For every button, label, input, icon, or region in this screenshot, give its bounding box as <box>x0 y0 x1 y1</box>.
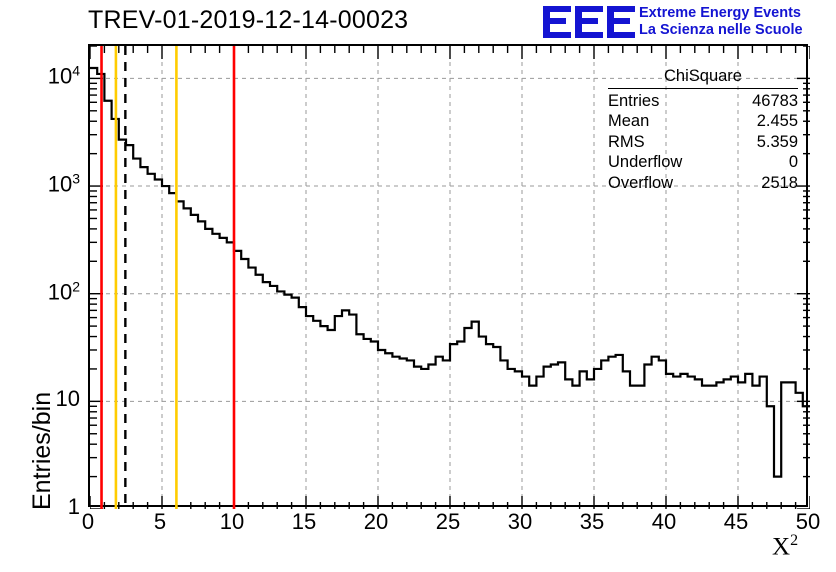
eee-logo-line1: Extreme Energy Events <box>639 5 801 21</box>
stats-row-value: 2518 <box>761 173 798 192</box>
eee-logo: Extreme Energy Events La Scienza nelle S… <box>543 4 833 42</box>
stats-row: Overflow 2518 <box>608 173 798 194</box>
x-axis-tick-label: 5 <box>153 509 167 534</box>
y-axis-tick-label: 1 <box>67 494 80 519</box>
x-axis-tick-label: 50 <box>795 509 821 534</box>
eee-logo-mark <box>543 6 635 38</box>
stats-row: Mean 2.455 <box>608 111 798 132</box>
x-axis-tick-label: 30 <box>507 509 533 534</box>
x-axis-tick-label: 10 <box>219 509 245 534</box>
stats-row: Underflow 0 <box>608 152 798 173</box>
stats-row-label: Underflow <box>608 153 683 171</box>
y-axis-tick-label: 103 <box>47 170 80 197</box>
x-axis-tick-label: 45 <box>723 509 749 534</box>
stats-row-value: 0 <box>788 153 798 171</box>
stats-row-label: Entries <box>608 91 660 110</box>
stats-row: Entries 46783 <box>608 91 798 112</box>
stats-rows: Entries 46783 Mean 2.455 RMS 5.359 Underflow 0 O… <box>608 91 798 194</box>
x-axis-tick-label: 35 <box>579 509 605 534</box>
x-axis-tick-label: 20 <box>363 509 389 534</box>
stats-row: RMS 5.359 <box>608 132 798 153</box>
y-axis-tick-label: 102 <box>47 278 80 305</box>
eee-logo-line2: La Scienza nelle Scuole <box>639 22 803 38</box>
stats-row-label: RMS <box>608 132 645 151</box>
stats-row-value: 5.359 <box>756 132 798 151</box>
x-axis-tick-label: 40 <box>651 509 677 534</box>
stats-header: ChiSquare <box>608 66 798 89</box>
stats-row-value: 46783 <box>752 91 798 110</box>
stats-box: ChiSquare Entries 46783 Mean 2.455 RMS 5.359 U… <box>608 66 798 193</box>
plot-frame <box>88 44 810 509</box>
x-axis-tick-label: 0 <box>81 509 95 534</box>
stats-row-value: 2.455 <box>756 112 798 130</box>
y-axis-tick-label: 104 <box>47 62 80 90</box>
stats-row-label: Overflow <box>608 173 674 192</box>
histogram-outline <box>90 66 810 478</box>
eee-logo-text: Extreme Energy Events La Scienza nelle S… <box>639 5 803 39</box>
x-axis-tick-label: 25 <box>435 509 461 534</box>
page-title: TREV-01-2019-12-14-00023 <box>88 6 409 34</box>
stats-row-label: Mean <box>608 112 650 130</box>
x-axis-tick-label: 15 <box>291 509 317 534</box>
x-axis-title: X2 <box>772 532 799 561</box>
histogram-plot <box>90 46 810 509</box>
y-axis-tick-label: 10 <box>55 386 80 412</box>
